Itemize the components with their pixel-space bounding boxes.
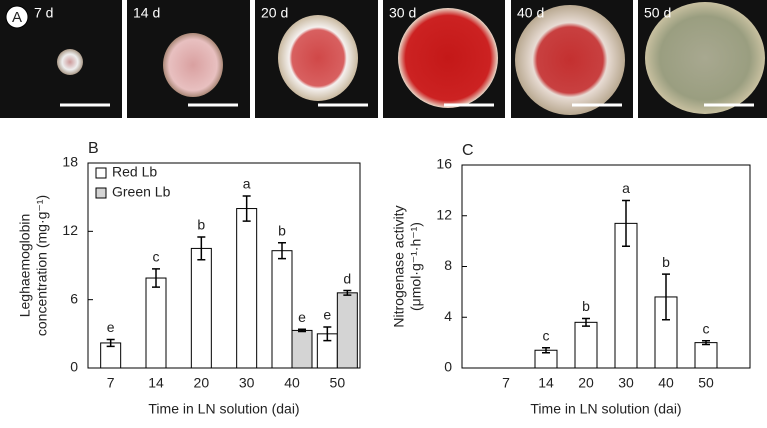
photo-label: 40 d: [517, 5, 544, 21]
error-bar: [152, 268, 160, 288]
photo-label: 20 d: [261, 5, 288, 21]
error-bar: [242, 195, 251, 222]
panel-a: A: [0, 0, 767, 118]
nodule: [57, 49, 83, 75]
significance-letter: c: [543, 327, 550, 343]
x-tick-label: 7: [107, 375, 115, 391]
y-axis-label: concentration (mg·g⁻¹): [34, 195, 50, 336]
significance-letter: b: [582, 298, 590, 314]
error-bar: [298, 328, 306, 333]
y-tick-label: 8: [444, 257, 452, 273]
nodule: [645, 2, 765, 114]
error-bar: [197, 236, 206, 261]
error-bar: [702, 339, 710, 346]
legend-swatch: [95, 187, 107, 199]
legend-swatch: [95, 167, 107, 179]
significance-letter: a: [243, 176, 251, 192]
significance-letter: e: [323, 307, 331, 323]
nodule: [163, 33, 223, 97]
y-tick-label: 16: [436, 156, 452, 172]
error-bar: [323, 326, 332, 342]
error-bar: [622, 199, 630, 247]
y-tick-label: 12: [436, 206, 452, 222]
significance-letter: c: [153, 249, 160, 265]
error-bar: [343, 289, 352, 296]
legend-label: Green Lb: [112, 184, 171, 200]
photo-label: 50 d: [644, 5, 671, 21]
photo-label: 30 d: [389, 5, 416, 21]
y-tick-label: 18: [62, 154, 78, 170]
significance-letter: b: [278, 222, 286, 238]
bar: [336, 292, 358, 369]
bar: [574, 321, 598, 369]
photo-label: 14 d: [133, 5, 160, 21]
panel-label: B: [88, 140, 99, 157]
x-tick-label: 20: [578, 375, 594, 391]
significance-letter: a: [622, 180, 630, 196]
bar: [271, 250, 293, 369]
x-axis-label: Time in LN solution (dai): [148, 401, 299, 417]
bar: [190, 247, 212, 369]
x-tick-label: 50: [698, 375, 714, 391]
x-tick-label: 40: [658, 375, 674, 391]
bar: [694, 342, 718, 369]
y-tick-label: 4: [444, 308, 452, 324]
significance-letter: d: [343, 270, 351, 286]
x-tick-label: 7: [502, 375, 510, 391]
y-tick-label: 12: [62, 222, 78, 238]
significance-letter: e: [107, 319, 115, 335]
panel-label: C: [462, 142, 474, 159]
bar: [291, 329, 313, 369]
x-tick-label: 30: [239, 375, 255, 391]
y-axis-label: Leghaemoglobin: [17, 214, 33, 318]
x-tick-label: 20: [194, 375, 210, 391]
bar: [236, 208, 258, 369]
significance-letter: b: [662, 254, 670, 270]
nodule: [278, 15, 358, 101]
nodule: [398, 8, 498, 108]
nodule: [515, 5, 625, 115]
x-tick-label: 14: [538, 375, 554, 391]
legend-label: Red Lb: [112, 164, 157, 180]
plot-frame: [461, 164, 751, 369]
significance-letter: c: [703, 320, 710, 336]
x-tick-label: 50: [330, 375, 346, 391]
x-tick-label: 30: [618, 375, 634, 391]
photo-label: 7 d: [34, 5, 53, 21]
y-tick-label: 6: [70, 290, 78, 306]
error-bar: [582, 317, 590, 327]
panel-label: A: [12, 9, 22, 26]
error-bar: [542, 346, 550, 354]
plot-frame: [87, 162, 361, 369]
y-axis-label: (μmol·g⁻¹·h⁻¹): [408, 222, 424, 311]
error-bar: [106, 338, 115, 348]
y-axis-label: Nitrogenase activity: [391, 205, 407, 327]
y-tick-label: 0: [70, 359, 78, 375]
significance-letter: b: [197, 217, 205, 233]
y-tick-label: 0: [444, 359, 452, 375]
panel-badge: [5, 5, 29, 29]
x-tick-label: 40: [284, 375, 300, 391]
x-axis-label: Time in LN solution (dai): [530, 401, 681, 417]
error-bar: [662, 273, 670, 321]
x-tick-label: 14: [148, 375, 164, 391]
bar: [145, 277, 167, 369]
error-bar: [278, 241, 286, 260]
significance-letter: e: [298, 309, 306, 325]
